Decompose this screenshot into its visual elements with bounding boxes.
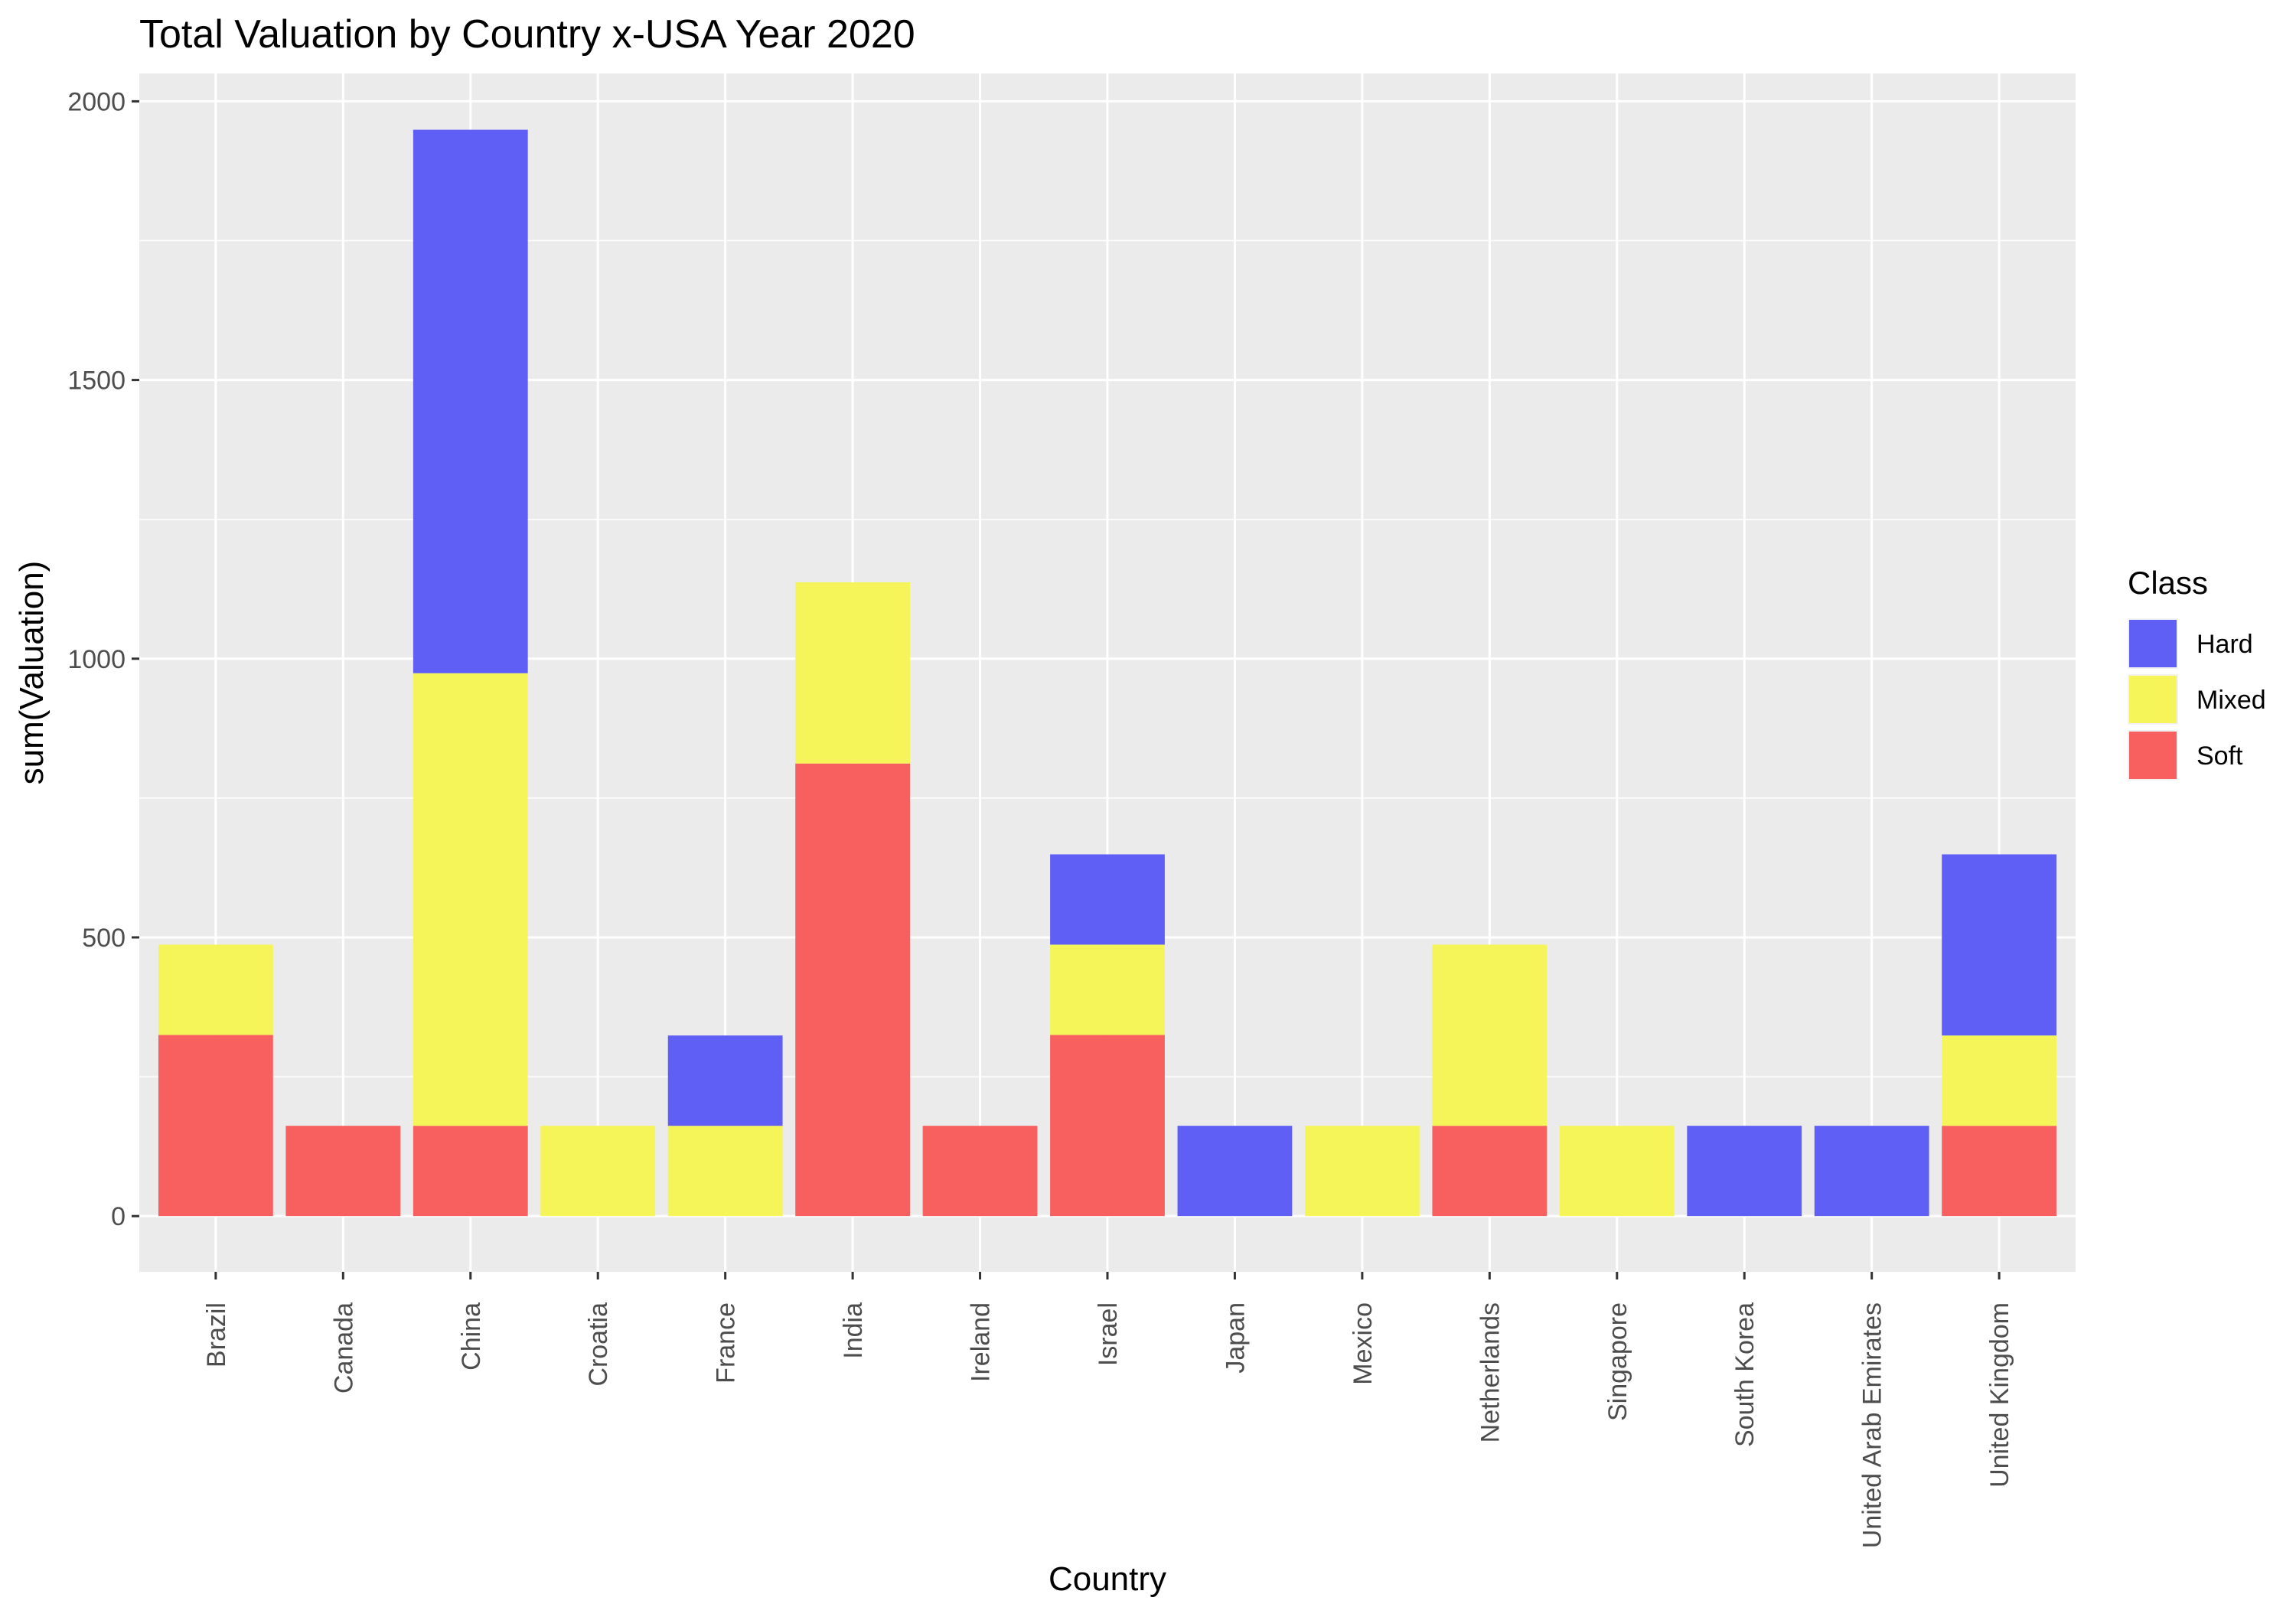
bar-segment-soft (1050, 1035, 1165, 1217)
x-tick-label: Netherlands (1476, 1302, 1505, 1442)
x-tick-label: United Kingdom (1985, 1302, 2014, 1488)
legend-swatch-hard (2129, 620, 2177, 667)
legend-title: Class (2128, 565, 2208, 601)
legend-swatch-soft (2129, 732, 2177, 779)
bar-segment-mixed (540, 1126, 656, 1217)
x-tick-label: United Arab Emirates (1858, 1302, 1887, 1548)
bar-segment-mixed (1304, 1126, 1420, 1217)
x-tick-label: Ireland (967, 1302, 996, 1382)
bar-segment-hard (1687, 1126, 1802, 1217)
y-tick-label: 1500 (67, 367, 126, 396)
bar-segment-soft (1942, 1126, 2057, 1217)
x-tick-label: Japan (1221, 1302, 1250, 1374)
x-tick-label: Croatia (584, 1302, 613, 1387)
y-tick-label: 0 (111, 1202, 126, 1231)
x-tick-label: India (839, 1302, 868, 1359)
bar-segment-soft (285, 1126, 401, 1217)
bar-segment-mixed (795, 582, 911, 764)
x-tick-label: South Korea (1730, 1302, 1760, 1447)
x-tick-label: Singapore (1603, 1302, 1632, 1421)
bar-segment-hard (667, 1035, 783, 1126)
bar-segment-mixed (1559, 1126, 1675, 1217)
y-tick-label: 500 (82, 924, 126, 953)
legend-label-soft: Soft (2197, 742, 2243, 771)
x-tick-label: Brazil (202, 1302, 231, 1367)
bar-segment-hard (1942, 854, 2057, 1036)
legend-label-hard: Hard (2197, 630, 2253, 659)
legend-label-mixed: Mixed (2197, 686, 2266, 715)
x-tick-label: Canada (329, 1302, 358, 1393)
bar-segment-hard (1050, 854, 1165, 945)
bar-segment-mixed (1942, 1035, 2057, 1126)
bar-segment-soft (158, 1035, 273, 1217)
legend-swatch-mixed (2129, 676, 2177, 723)
y-tick-label: 1000 (67, 645, 126, 674)
bar-segment-hard (1177, 1126, 1293, 1217)
y-tick-label: 2000 (67, 87, 126, 116)
bar-segment-hard (413, 129, 528, 673)
bar-segment-mixed (158, 944, 273, 1035)
y-axis: 0 500 1000 1500 2000 (67, 87, 139, 1231)
bar-segment-soft (1432, 1126, 1548, 1217)
bar-segment-mixed (1050, 944, 1165, 1035)
bars (158, 129, 2057, 1217)
chart-title: Total Valuation by Country x-USA Year 20… (139, 12, 915, 57)
x-tick-label: France (712, 1302, 741, 1384)
bar-segment-mixed (1432, 944, 1548, 1126)
bar-segment-soft (922, 1126, 1038, 1217)
x-tick-label: Mexico (1349, 1302, 1378, 1385)
bar-segment-hard (1814, 1126, 1929, 1217)
y-axis-title: sum(Valuation) (13, 561, 51, 785)
x-tick-label: China (457, 1302, 486, 1371)
x-axis: Brazil Canada China Croatia France India Irela… (202, 1272, 2014, 1548)
legend[interactable]: Class Hard Mixed Soft (2128, 565, 2266, 781)
bar-segment-soft (795, 763, 911, 1217)
bar-segment-soft (413, 1126, 528, 1217)
x-axis-title: Country (1049, 1560, 1166, 1598)
x-tick-label: Israel (1094, 1302, 1123, 1366)
bar-segment-mixed (667, 1126, 783, 1217)
bar-segment-mixed (413, 673, 528, 1126)
